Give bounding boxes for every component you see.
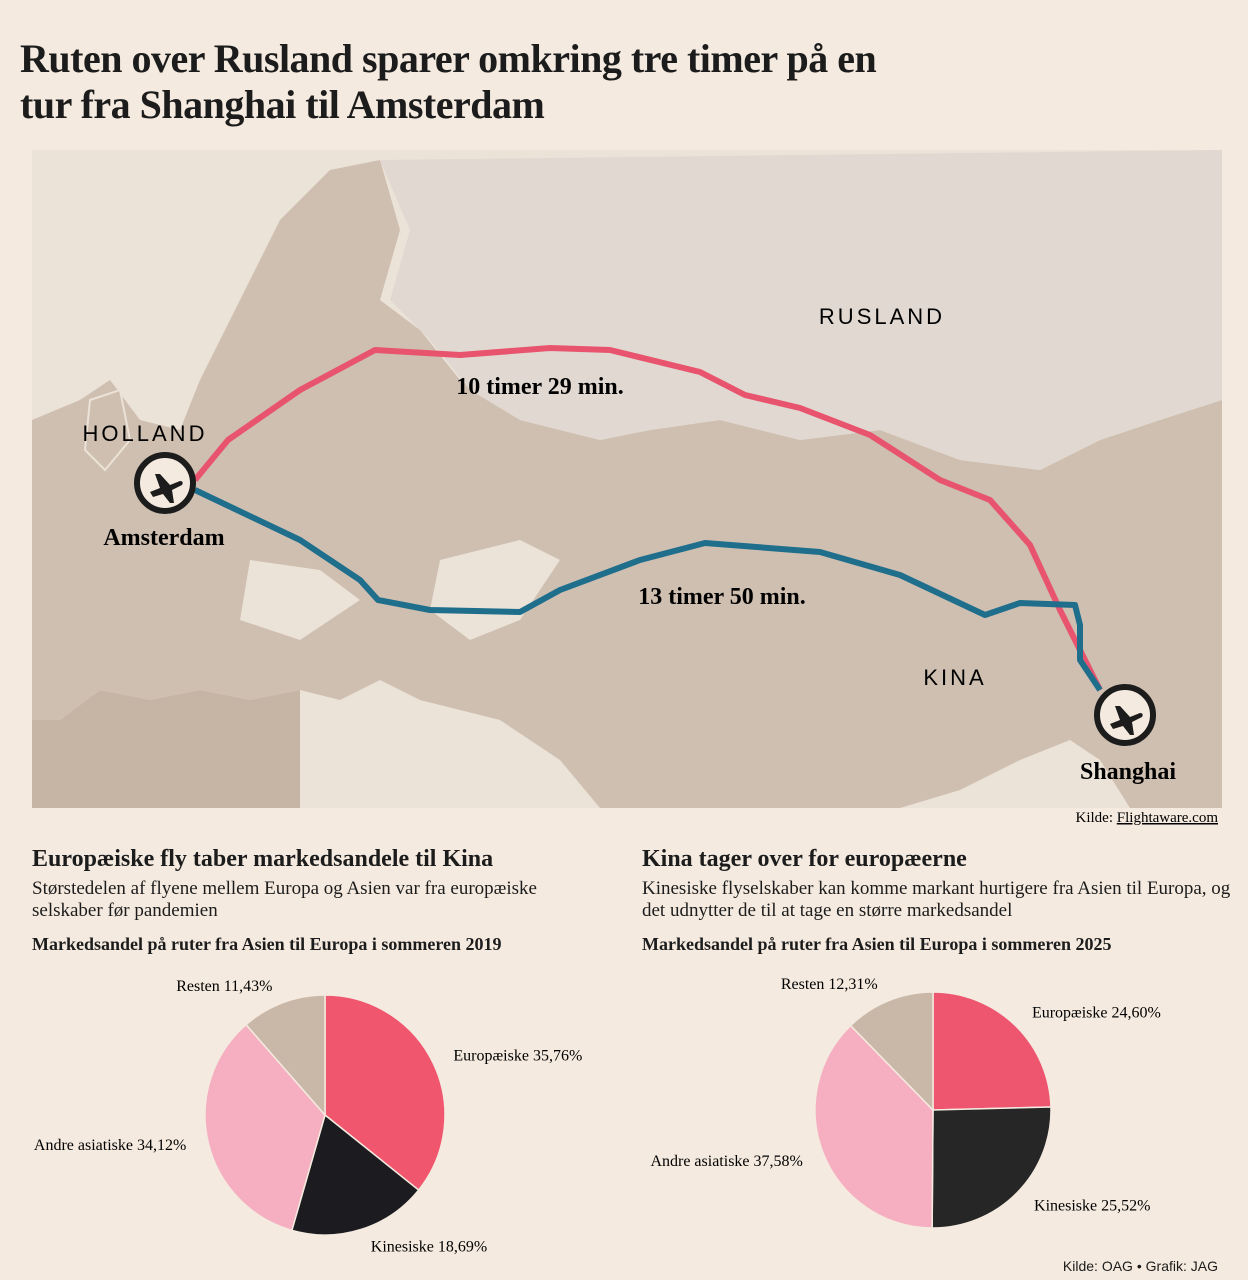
chart-subtitle: Størstedelen af flyene mellem Europa og … xyxy=(32,878,537,921)
slice-value: 25,52% xyxy=(1101,1197,1150,1214)
slice-category: Kinesiske xyxy=(371,1239,434,1256)
slice-label: Resten 12,31% xyxy=(781,976,878,993)
map-africa xyxy=(32,690,300,808)
slice-label: Andre asiatiske 34,12% xyxy=(34,1137,186,1154)
route-label: 10 timer 29 min. xyxy=(456,374,624,400)
pie-slice xyxy=(204,1023,326,1232)
slice-value: 18,69% xyxy=(438,1239,487,1256)
slice-category: Kinesiske xyxy=(1034,1197,1097,1214)
slice-category: Andre asiatiske xyxy=(650,1153,749,1170)
pie-slice xyxy=(324,994,446,1192)
city-label: Amsterdam xyxy=(103,525,224,551)
plane-icon-amsterdam xyxy=(134,452,196,514)
map-caspian xyxy=(430,540,560,640)
pie-slice xyxy=(932,991,1052,1111)
pie-slice xyxy=(814,1024,934,1229)
chart-label: Markedsandel på ruter fra Asien til Euro… xyxy=(32,934,502,954)
footer-credit: Grafik: JAG xyxy=(1145,1258,1218,1274)
city-label: Shanghai xyxy=(1080,759,1176,785)
pie-slice xyxy=(931,1106,1052,1229)
slice-label: Europæiske 35,76% xyxy=(453,1047,582,1064)
map-land xyxy=(32,160,1222,808)
country-label: HOLLAND xyxy=(83,421,208,446)
map-mediterranean xyxy=(240,560,360,640)
slice-value: 24,60% xyxy=(1111,1005,1160,1022)
chart-subtitle: Kinesiske flyselskaber kan komme markant… xyxy=(642,878,1231,921)
pie-slice xyxy=(290,1113,420,1236)
slice-label: Resten 11,43% xyxy=(176,978,272,995)
country-label: KINA xyxy=(923,665,986,690)
footer-source: Kilde: OAG xyxy=(1062,1258,1133,1274)
slice-category: Resten xyxy=(176,978,220,995)
map-uk xyxy=(83,388,132,472)
footer: Kilde: OAG • Grafik: JAG xyxy=(1062,1258,1218,1274)
slice-label: Andre asiatiske 37,58% xyxy=(650,1153,802,1170)
country-label: RUSLAND xyxy=(819,304,945,329)
chart-title: Europæiske fly taber markedsandele til K… xyxy=(32,846,494,872)
slice-category: Europæiske xyxy=(1032,1005,1108,1022)
slice-value: 34,12% xyxy=(137,1137,186,1154)
pie-slice xyxy=(849,991,934,1112)
slice-value: 37,58% xyxy=(754,1153,803,1170)
chart-title: Kina tager over for europæerne xyxy=(642,846,967,872)
slice-label: Kinesiske 25,52% xyxy=(1034,1197,1150,1214)
pie-charts: Europæiske 35,76% Kinesiske 18,69% Andre a… xyxy=(34,976,1161,1256)
slice-label: Kinesiske 18,69% xyxy=(371,1239,487,1256)
map-russia xyxy=(380,150,1222,470)
chart-label: Markedsandel på ruter fra Asien til Euro… xyxy=(642,934,1112,954)
map: RUSLAND HOLLAND KINA Amsterdam Shanghai … xyxy=(32,150,1222,826)
source-link[interactable]: Flightaware.com xyxy=(1117,810,1219,826)
plane-icon-shanghai xyxy=(1094,684,1156,746)
slice-value: 12,31% xyxy=(828,976,877,993)
slice-value: 11,43% xyxy=(224,978,273,995)
slice-value: 35,76% xyxy=(533,1047,582,1064)
slice-category: Resten xyxy=(781,976,825,993)
slice-label: Europæiske 24,60% xyxy=(1032,1005,1161,1022)
route-label: 13 timer 50 min. xyxy=(638,584,806,610)
slice-category: Europæiske xyxy=(453,1047,529,1064)
slice-category: Andre asiatiske xyxy=(34,1137,133,1154)
page-title: Ruten over Rusland sparer omkring tre ti… xyxy=(20,36,877,127)
map-source: Kilde: Flightaware.com xyxy=(1076,810,1219,826)
route-north xyxy=(192,345,1103,692)
route-south xyxy=(193,487,1103,692)
source-prefix: Kilde: xyxy=(1076,810,1114,826)
pie-slice xyxy=(244,994,326,1117)
